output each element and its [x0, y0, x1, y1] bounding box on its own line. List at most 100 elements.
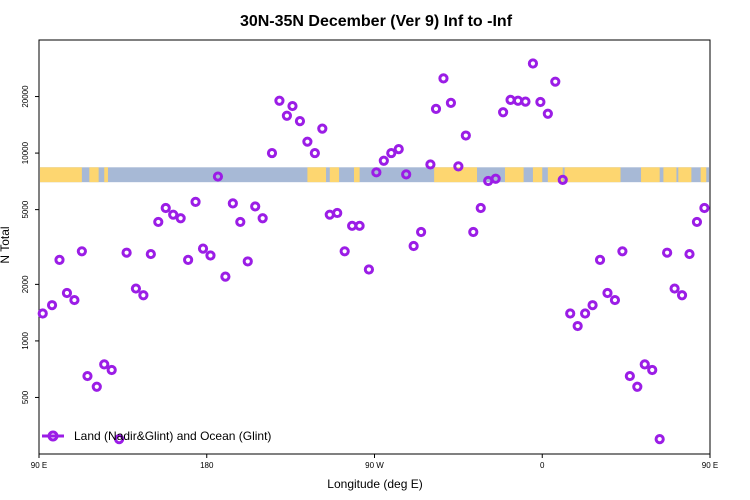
land-segment [678, 167, 692, 183]
legend-point-marker [47, 430, 59, 442]
data-point [468, 226, 479, 238]
y-tick-label: 5000 [21, 200, 30, 218]
y-axis-label: N Total [0, 226, 12, 263]
data-point [371, 167, 382, 178]
y-tick-label: 1000 [21, 331, 30, 349]
data-point [130, 283, 142, 294]
land-segment [564, 167, 621, 183]
x-axis-label: Longitude (deg E) [327, 477, 422, 491]
y-axis: 500 1000 2000 5000 10000 20000 [21, 85, 39, 404]
land-segment [504, 167, 524, 183]
data-point [121, 247, 132, 258]
data-point [654, 434, 665, 445]
data-point [302, 136, 313, 147]
x-tick-label: 180 [200, 461, 214, 470]
data-point [609, 294, 621, 306]
land-segment [40, 167, 82, 183]
data-point [183, 254, 194, 265]
data-point [699, 202, 710, 214]
land-segment [329, 167, 340, 183]
data-point [257, 213, 268, 224]
data-point [669, 283, 680, 294]
data-point [281, 110, 292, 121]
data-point [91, 381, 102, 392]
data-point [453, 161, 464, 172]
data-point [363, 264, 375, 275]
data-point [542, 108, 553, 119]
data-point [617, 246, 628, 257]
land-segment [434, 167, 478, 183]
data-point [294, 116, 306, 127]
data-point [205, 250, 216, 261]
data-point [197, 243, 209, 254]
data-point [153, 216, 164, 228]
land-segment [104, 167, 108, 183]
y-tick-label: 2000 [21, 275, 30, 293]
x-axis: 90 E 180 90 W 0 90 E [31, 454, 718, 470]
data-point [54, 254, 65, 265]
data-point [624, 370, 635, 382]
data-point [632, 381, 643, 392]
data-point [378, 155, 389, 166]
land-segment [663, 167, 677, 183]
data-point [602, 287, 613, 299]
data-point [106, 364, 117, 376]
y-tick-label: 10000 [21, 141, 30, 164]
data-point [61, 287, 73, 299]
data-point [676, 290, 688, 301]
data-point [354, 220, 365, 231]
land-segment [532, 167, 543, 183]
data-point [565, 308, 576, 319]
data-points [37, 58, 710, 445]
data-point [138, 290, 149, 301]
data-point [145, 248, 156, 260]
data-point [460, 130, 471, 141]
y-tick-label: 500 [21, 390, 30, 404]
data-point [160, 202, 171, 214]
data-point [332, 207, 343, 219]
x-tick-label: 0 [540, 461, 545, 470]
data-point [520, 96, 531, 107]
land-segment [641, 167, 660, 183]
land-segment [353, 167, 360, 183]
data-point [408, 240, 419, 252]
land-segment [89, 167, 99, 183]
data-point [438, 73, 449, 84]
x-tick-label: 90 W [365, 461, 384, 470]
land-segment [307, 167, 327, 183]
legend: Land (Nadir&Glint) and Ocean (Glint) [42, 429, 271, 443]
data-point [527, 58, 539, 69]
data-point [639, 359, 650, 370]
legend-label: Land (Nadir&Glint) and Ocean (Glint) [74, 429, 271, 443]
data-point [580, 308, 591, 319]
data-point [274, 95, 285, 106]
data-point [175, 213, 186, 224]
plot-frame [38, 39, 711, 455]
data-point [550, 76, 561, 87]
data-point [386, 147, 397, 159]
data-point [190, 196, 201, 207]
data-point [235, 216, 246, 228]
data-point [46, 300, 58, 311]
x-tick-label: 90 E [31, 461, 47, 470]
data-point [339, 246, 350, 257]
data-point [168, 209, 179, 220]
data-point [401, 169, 412, 180]
data-point [37, 308, 48, 319]
data-point [250, 201, 261, 212]
data-point [430, 103, 442, 114]
data-point [691, 216, 703, 228]
data-point [99, 359, 110, 370]
data-point [82, 370, 93, 382]
data-point [425, 159, 436, 170]
chart-title: 30N-35N December (Ver 9) Inf to -Inf [240, 13, 513, 30]
data-point [266, 147, 278, 159]
data-point [662, 247, 673, 258]
data-point [287, 100, 298, 112]
data-point [227, 198, 238, 209]
data-point [647, 364, 658, 376]
data-point [572, 320, 583, 332]
data-point [242, 256, 253, 267]
data-point [557, 174, 568, 185]
data-point [114, 434, 125, 445]
